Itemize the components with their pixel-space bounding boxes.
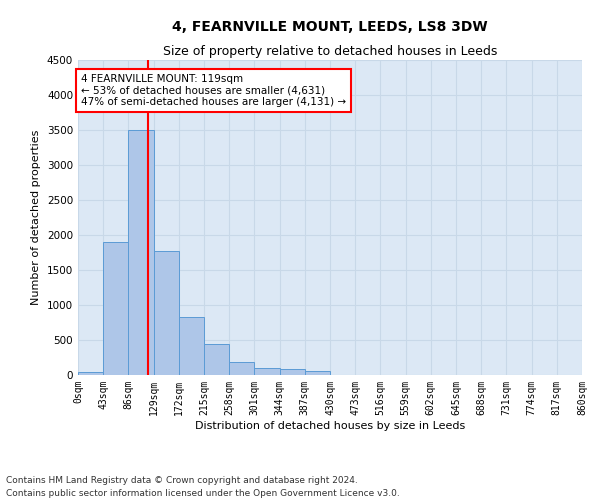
Bar (204, 344, 229, 375)
Text: Contains public sector information licensed under the Open Government Licence v3: Contains public sector information licen… (6, 488, 400, 498)
Text: Size of property relative to detached houses in Leeds: Size of property relative to detached ho… (163, 45, 497, 58)
Text: 4 FEARNVILLE MOUNT: 119sqm
← 53% of detached houses are smaller (4,631)
47% of s: 4 FEARNVILLE MOUNT: 119sqm ← 53% of deta… (81, 74, 346, 107)
Text: Contains HM Land Registry data © Crown copyright and database right 2024.: Contains HM Land Registry data © Crown c… (6, 476, 358, 485)
Text: 4, FEARNVILLE MOUNT, LEEDS, LS8 3DW: 4, FEARNVILLE MOUNT, LEEDS, LS8 3DW (172, 20, 488, 34)
Bar (179, 318, 204, 375)
Bar (280, 370, 305, 375)
Bar (154, 251, 179, 375)
Bar (254, 368, 280, 375)
Bar (229, 362, 254, 375)
Bar (128, 130, 154, 375)
Bar (103, 242, 128, 375)
X-axis label: Distribution of detached houses by size in Leeds: Distribution of detached houses by size … (195, 420, 465, 430)
Bar (78, 372, 103, 375)
Bar (305, 371, 330, 375)
Y-axis label: Number of detached properties: Number of detached properties (31, 130, 41, 305)
